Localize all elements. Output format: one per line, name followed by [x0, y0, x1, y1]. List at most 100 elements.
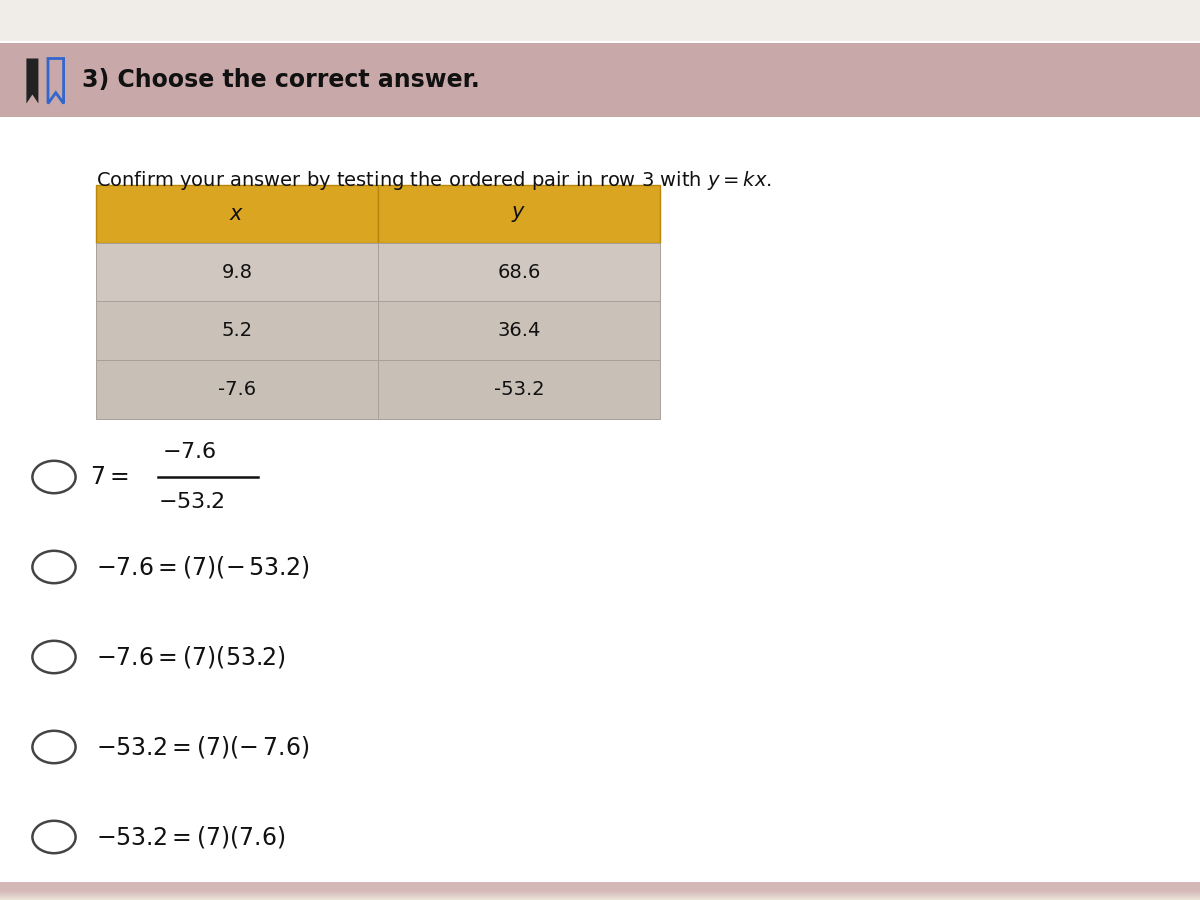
Bar — [0, 889, 1200, 898]
Bar — [0, 886, 1200, 896]
Bar — [0, 890, 1200, 899]
Bar — [0, 888, 1200, 897]
Bar — [0, 886, 1200, 896]
Bar — [0, 885, 1200, 894]
Bar — [0, 882, 1200, 891]
Bar — [0, 884, 1200, 893]
Text: -53.2: -53.2 — [493, 380, 545, 399]
Bar — [0, 884, 1200, 893]
Bar — [0, 884, 1200, 893]
Bar — [0, 883, 1200, 892]
Bar — [0, 886, 1200, 896]
Text: -7.6: -7.6 — [218, 380, 256, 399]
Bar — [0, 889, 1200, 898]
Bar — [0, 886, 1200, 896]
Bar — [0, 889, 1200, 898]
Bar — [0, 888, 1200, 897]
Bar — [0, 883, 1200, 892]
Text: 36.4: 36.4 — [497, 321, 541, 340]
Bar — [0, 890, 1200, 899]
Bar — [0, 883, 1200, 892]
Bar — [0, 885, 1200, 894]
Bar — [0, 888, 1200, 897]
Bar — [0, 882, 1200, 891]
Polygon shape — [26, 58, 38, 104]
Bar — [0, 886, 1200, 895]
Bar — [0, 886, 1200, 895]
Bar — [0, 889, 1200, 898]
Text: $x$: $x$ — [229, 203, 245, 224]
Bar — [0, 890, 1200, 899]
Bar — [0, 883, 1200, 892]
Bar — [0, 886, 1200, 895]
Bar — [0, 884, 1200, 893]
Bar — [0, 888, 1200, 897]
Bar — [378, 302, 660, 360]
Bar — [0, 890, 1200, 899]
Bar — [0, 885, 1200, 894]
Bar — [0, 882, 1200, 891]
Bar — [0, 883, 1200, 892]
Bar — [0, 883, 1200, 892]
Bar — [0, 885, 1200, 894]
Bar — [0, 887, 1200, 896]
Bar — [0, 884, 1200, 893]
Bar — [0, 886, 1200, 895]
Bar — [0, 0, 1200, 40]
Bar — [0, 889, 1200, 898]
Bar — [0, 885, 1200, 894]
Bar — [0, 887, 1200, 896]
Bar — [0, 43, 1200, 117]
Bar — [0, 882, 1200, 891]
Bar — [0, 883, 1200, 892]
Bar — [0, 884, 1200, 893]
Text: $y$: $y$ — [511, 203, 527, 224]
Bar — [0, 889, 1200, 898]
Bar — [0, 888, 1200, 897]
Text: $-7.6 = (7)(53.2)$: $-7.6 = (7)(53.2)$ — [96, 644, 286, 670]
Bar — [0, 886, 1200, 895]
Text: $7 = $: $7 = $ — [90, 465, 128, 489]
Bar — [96, 184, 378, 243]
Bar — [0, 887, 1200, 896]
Bar — [0, 884, 1200, 893]
Bar — [0, 886, 1200, 895]
Bar — [96, 360, 378, 418]
Bar — [0, 889, 1200, 898]
Bar — [96, 243, 378, 302]
Text: $-7.6$: $-7.6$ — [162, 442, 217, 462]
Bar — [0, 888, 1200, 897]
Bar — [378, 360, 660, 418]
Bar — [0, 885, 1200, 894]
Bar — [0, 885, 1200, 894]
Text: $-7.6 = (7)(-\,53.2)$: $-7.6 = (7)(-\,53.2)$ — [96, 554, 310, 580]
Text: Confirm your answer by testing the ordered pair in row 3 with $y = kx$.: Confirm your answer by testing the order… — [96, 168, 772, 192]
Bar — [0, 889, 1200, 898]
Bar — [0, 886, 1200, 896]
Bar — [0, 891, 1200, 900]
Bar — [0, 887, 1200, 896]
Bar — [0, 891, 1200, 900]
Bar — [0, 890, 1200, 899]
Bar — [378, 184, 660, 243]
Text: $-53.2 = (7)(7.6)$: $-53.2 = (7)(7.6)$ — [96, 824, 286, 850]
Bar — [0, 889, 1200, 898]
Bar — [0, 886, 1200, 896]
Bar — [0, 888, 1200, 897]
Bar — [0, 886, 1200, 895]
Bar — [0, 889, 1200, 898]
Bar — [0, 884, 1200, 893]
Bar — [0, 883, 1200, 892]
Bar — [96, 302, 378, 360]
Bar — [0, 890, 1200, 899]
Bar — [0, 887, 1200, 896]
Bar — [0, 886, 1200, 895]
Bar — [0, 890, 1200, 899]
Bar — [0, 884, 1200, 893]
Text: 3) Choose the correct answer.: 3) Choose the correct answer. — [82, 68, 479, 92]
Bar — [0, 887, 1200, 896]
Bar — [0, 883, 1200, 892]
Bar — [0, 886, 1200, 896]
Bar — [0, 889, 1200, 898]
Text: $-53.2 = (7)(-\,7.6)$: $-53.2 = (7)(-\,7.6)$ — [96, 734, 310, 760]
